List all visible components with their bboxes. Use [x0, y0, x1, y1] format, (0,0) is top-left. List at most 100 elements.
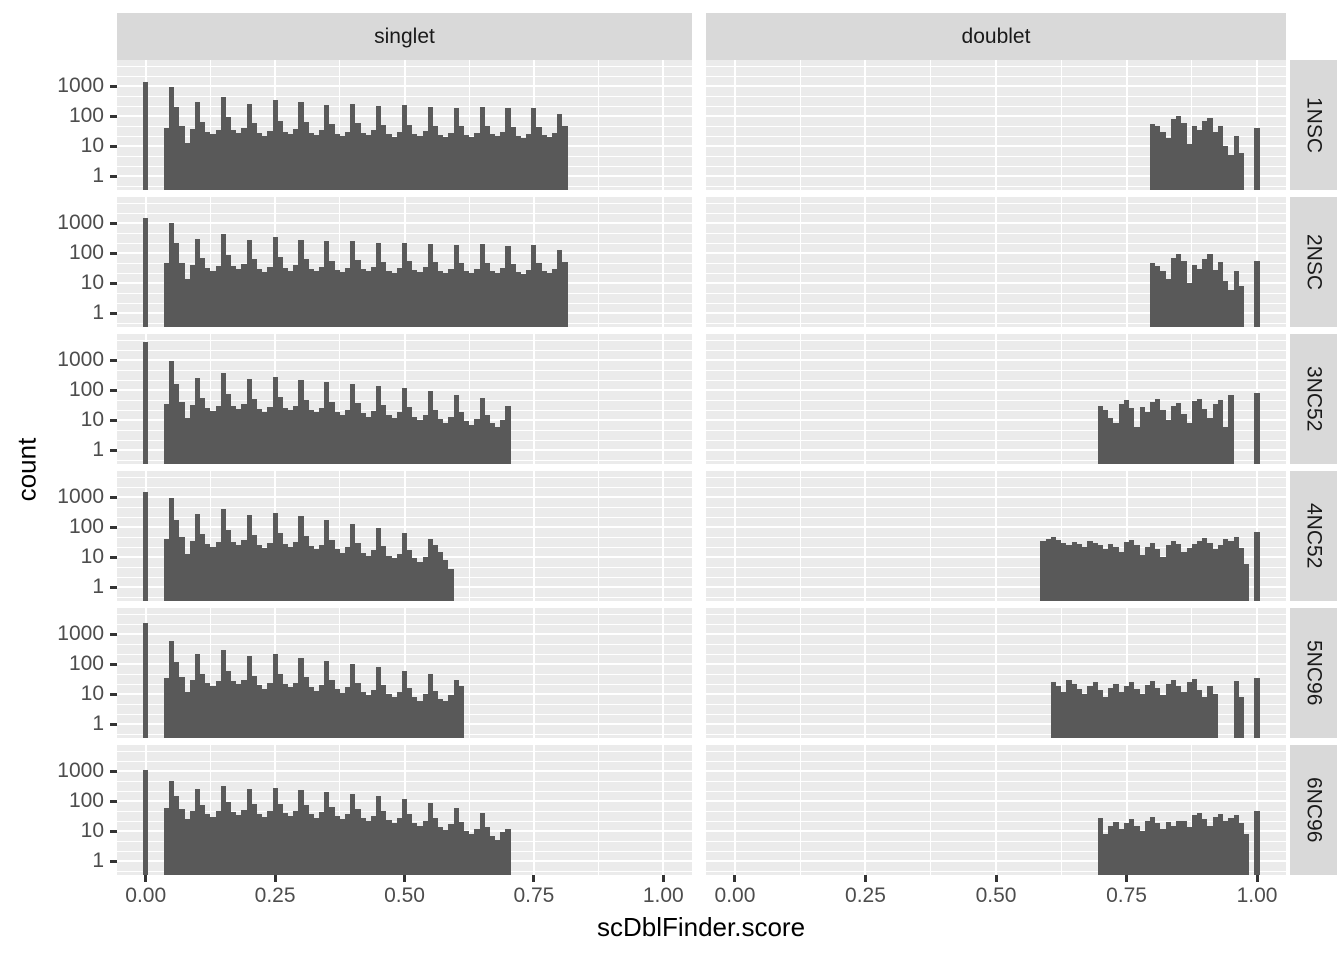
histogram-bar	[1165, 138, 1171, 190]
histogram-bar	[396, 412, 402, 464]
histogram-bar	[427, 106, 433, 190]
histogram-bar	[143, 341, 149, 464]
histogram-bar	[495, 272, 501, 327]
histogram-bar	[412, 558, 418, 601]
histogram-bar	[184, 819, 190, 875]
histogram-bar	[1176, 543, 1182, 601]
histogram-bar	[1202, 408, 1208, 464]
histogram-bar	[1076, 688, 1083, 738]
histogram-bar	[500, 832, 506, 875]
histogram-bar	[1113, 683, 1119, 738]
histogram-bar	[438, 134, 444, 190]
histogram-bar	[1144, 684, 1150, 738]
histogram-bar	[458, 263, 464, 327]
y-axis-tick	[110, 495, 117, 499]
histogram-bar	[432, 409, 439, 464]
facet-panel-singlet-3NC52	[117, 334, 692, 464]
minor-v-gridline	[1060, 197, 1062, 327]
histogram-bar	[1207, 118, 1213, 190]
histogram-bar	[479, 106, 485, 190]
y-axis-tick	[110, 84, 117, 88]
minor-v-gridline	[209, 471, 211, 601]
histogram-bar	[225, 529, 232, 601]
histogram-bar	[562, 126, 568, 190]
histogram-bar	[1186, 682, 1192, 738]
histogram-bar	[293, 810, 299, 875]
minor-v-gridline	[1191, 334, 1193, 464]
x-axis-tick	[1255, 875, 1259, 882]
histogram-bar	[474, 828, 480, 875]
histogram-bar	[344, 687, 351, 738]
histogram-bar	[484, 126, 490, 190]
histogram-bar	[1103, 549, 1109, 601]
histogram-bar	[541, 134, 547, 190]
minor-v-gridline	[1060, 745, 1062, 875]
histogram-bar	[236, 684, 242, 738]
histogram-bar	[1087, 686, 1093, 738]
histogram-bar	[339, 819, 345, 875]
histogram-bar	[365, 134, 371, 190]
histogram-bar	[1176, 253, 1182, 327]
minor-v-gridline	[1060, 471, 1062, 601]
histogram-bar	[225, 117, 232, 190]
histogram-bar	[179, 537, 185, 601]
histogram-bar	[391, 136, 397, 190]
histogram-bar	[1118, 551, 1124, 601]
facet-panel-doublet-5NC96	[706, 608, 1286, 738]
histogram-bar	[220, 649, 226, 738]
histogram-bar	[474, 269, 480, 327]
histogram-bar	[381, 684, 387, 738]
histogram-bar	[1092, 542, 1098, 601]
histogram-bar	[484, 414, 490, 464]
facet-panel-singlet-1NSC	[117, 60, 692, 190]
histogram-bar	[256, 132, 263, 190]
histogram-bar	[1212, 269, 1218, 327]
histogram-bar	[417, 272, 423, 327]
minor-v-gridline	[468, 197, 470, 327]
y-axis-tick-label: 10	[80, 408, 104, 431]
histogram-bar	[1155, 265, 1161, 327]
histogram-bar	[469, 424, 475, 464]
histogram-bar	[324, 382, 330, 464]
histogram-bar	[1223, 538, 1229, 601]
histogram-bar	[350, 794, 356, 875]
histogram-bar	[256, 684, 263, 738]
histogram-bar	[251, 535, 257, 601]
histogram-bar	[1150, 816, 1156, 875]
histogram-bar	[350, 103, 356, 190]
facet-panel-doublet-3NC52	[706, 334, 1286, 464]
histogram-bar	[184, 278, 190, 327]
minor-v-gridline	[339, 334, 341, 464]
major-v-gridline	[733, 745, 736, 875]
histogram-bar	[1212, 403, 1218, 464]
histogram-bar	[1217, 262, 1224, 327]
minor-v-gridline	[209, 197, 211, 327]
histogram-bar	[360, 132, 366, 190]
y-axis-tick	[110, 585, 117, 589]
histogram-bar	[1144, 546, 1150, 601]
histogram-bar	[1238, 285, 1244, 327]
histogram-bar	[1196, 812, 1203, 875]
y-axis-tick-label: 1	[92, 575, 104, 598]
histogram-bar	[1129, 819, 1135, 875]
major-v-gridline	[1125, 608, 1128, 738]
histogram-bar	[360, 269, 366, 327]
histogram-bar	[194, 377, 201, 464]
y-axis-tick-label: 1000	[57, 759, 104, 782]
histogram-bar	[391, 273, 397, 327]
histogram-bar	[143, 769, 149, 875]
facet-panel-doublet-1NSC	[706, 60, 1286, 190]
histogram-bar	[1196, 540, 1203, 601]
y-axis-tick	[110, 311, 117, 315]
minor-v-gridline	[1191, 197, 1193, 327]
histogram-bar	[1181, 691, 1187, 738]
histogram-bar	[1170, 825, 1177, 875]
histogram-bar	[308, 269, 314, 327]
histogram-bar	[401, 388, 408, 464]
histogram-bar	[179, 262, 185, 327]
x-axis-tick	[994, 875, 998, 882]
histogram-bar	[267, 683, 273, 738]
major-v-gridline	[864, 334, 867, 464]
histogram-bar	[1254, 392, 1260, 464]
minor-v-gridline	[209, 334, 211, 464]
